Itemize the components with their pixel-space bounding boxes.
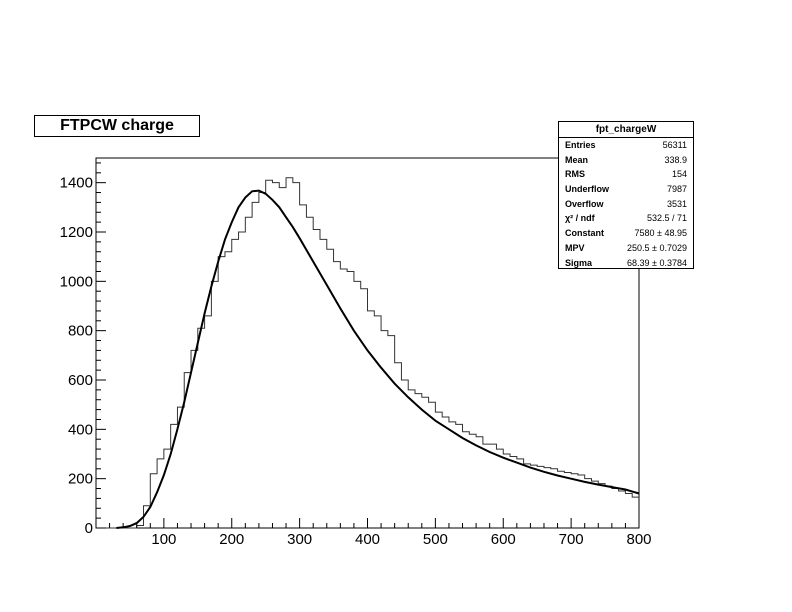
stats-row-underflow: Underflow 7987 bbox=[559, 182, 693, 197]
stats-value: 7987 bbox=[666, 184, 687, 195]
stats-box: fpt_chargeW Entries 56311 Mean 338.9 RMS 15… bbox=[558, 121, 694, 269]
stats-value: 338.9 bbox=[664, 154, 687, 165]
fit-curve bbox=[116, 189, 640, 529]
x-tick-label: 700 bbox=[559, 531, 584, 548]
x-tick-label: 600 bbox=[491, 531, 516, 548]
stats-row-sigma: Sigma 68.39 ± 0.3784 bbox=[559, 256, 693, 271]
stats-value: 250.5 ± 0.7029 bbox=[627, 242, 687, 253]
y-tick-label: 400 bbox=[68, 421, 93, 438]
x-tick-label: 100 bbox=[151, 531, 176, 548]
x-tick-label: 200 bbox=[219, 531, 244, 548]
stats-label: Underflow bbox=[565, 184, 609, 195]
y-tick-label: 600 bbox=[68, 372, 93, 389]
stats-value: 7580 ± 48.95 bbox=[634, 228, 687, 239]
stats-name: fpt_chargeW bbox=[559, 122, 693, 138]
stats-row-mpv: MPV 250.5 ± 0.7029 bbox=[559, 241, 693, 256]
stats-label: Entries bbox=[565, 140, 596, 150]
y-tick-label: 1200 bbox=[60, 224, 93, 241]
stats-label: RMS bbox=[565, 169, 585, 180]
y-tick-label: 1000 bbox=[60, 273, 93, 290]
stats-value: 56311 bbox=[662, 140, 687, 150]
stats-value: 154 bbox=[671, 169, 687, 180]
stats-row-rms: RMS 154 bbox=[559, 167, 693, 182]
stats-label: χ² / ndf bbox=[565, 213, 595, 224]
stats-value: 532.5 / 71 bbox=[646, 213, 687, 224]
stats-row-constant: Constant 7580 ± 48.95 bbox=[559, 226, 693, 241]
stats-label: Overflow bbox=[565, 198, 604, 209]
stats-row-mean: Mean 338.9 bbox=[559, 153, 693, 168]
x-tick-label: 800 bbox=[626, 531, 651, 548]
chart-title: FTPCW charge bbox=[34, 115, 200, 137]
y-tick-label: 1400 bbox=[60, 175, 93, 192]
x-tick-label: 300 bbox=[287, 531, 312, 548]
stats-label: MPV bbox=[565, 242, 585, 253]
y-tick-label: 800 bbox=[68, 323, 93, 340]
stats-value: 3531 bbox=[666, 198, 687, 209]
x-tick-label: 500 bbox=[423, 531, 448, 548]
stats-label: Sigma bbox=[565, 257, 593, 268]
y-tick-label: 200 bbox=[68, 471, 93, 488]
stats-label: Mean bbox=[565, 154, 589, 165]
stats-value: 68.39 ± 0.3784 bbox=[627, 257, 687, 268]
x-tick-label: 400 bbox=[355, 531, 380, 548]
stats-row-entries: Entries 56311 bbox=[559, 138, 693, 153]
stats-row-overflow: Overflow 3531 bbox=[559, 197, 693, 212]
stats-row-chi2: χ² / ndf 532.5 / 71 bbox=[559, 211, 693, 226]
stats-label: Constant bbox=[565, 228, 604, 239]
y-tick-label: 0 bbox=[85, 520, 93, 537]
